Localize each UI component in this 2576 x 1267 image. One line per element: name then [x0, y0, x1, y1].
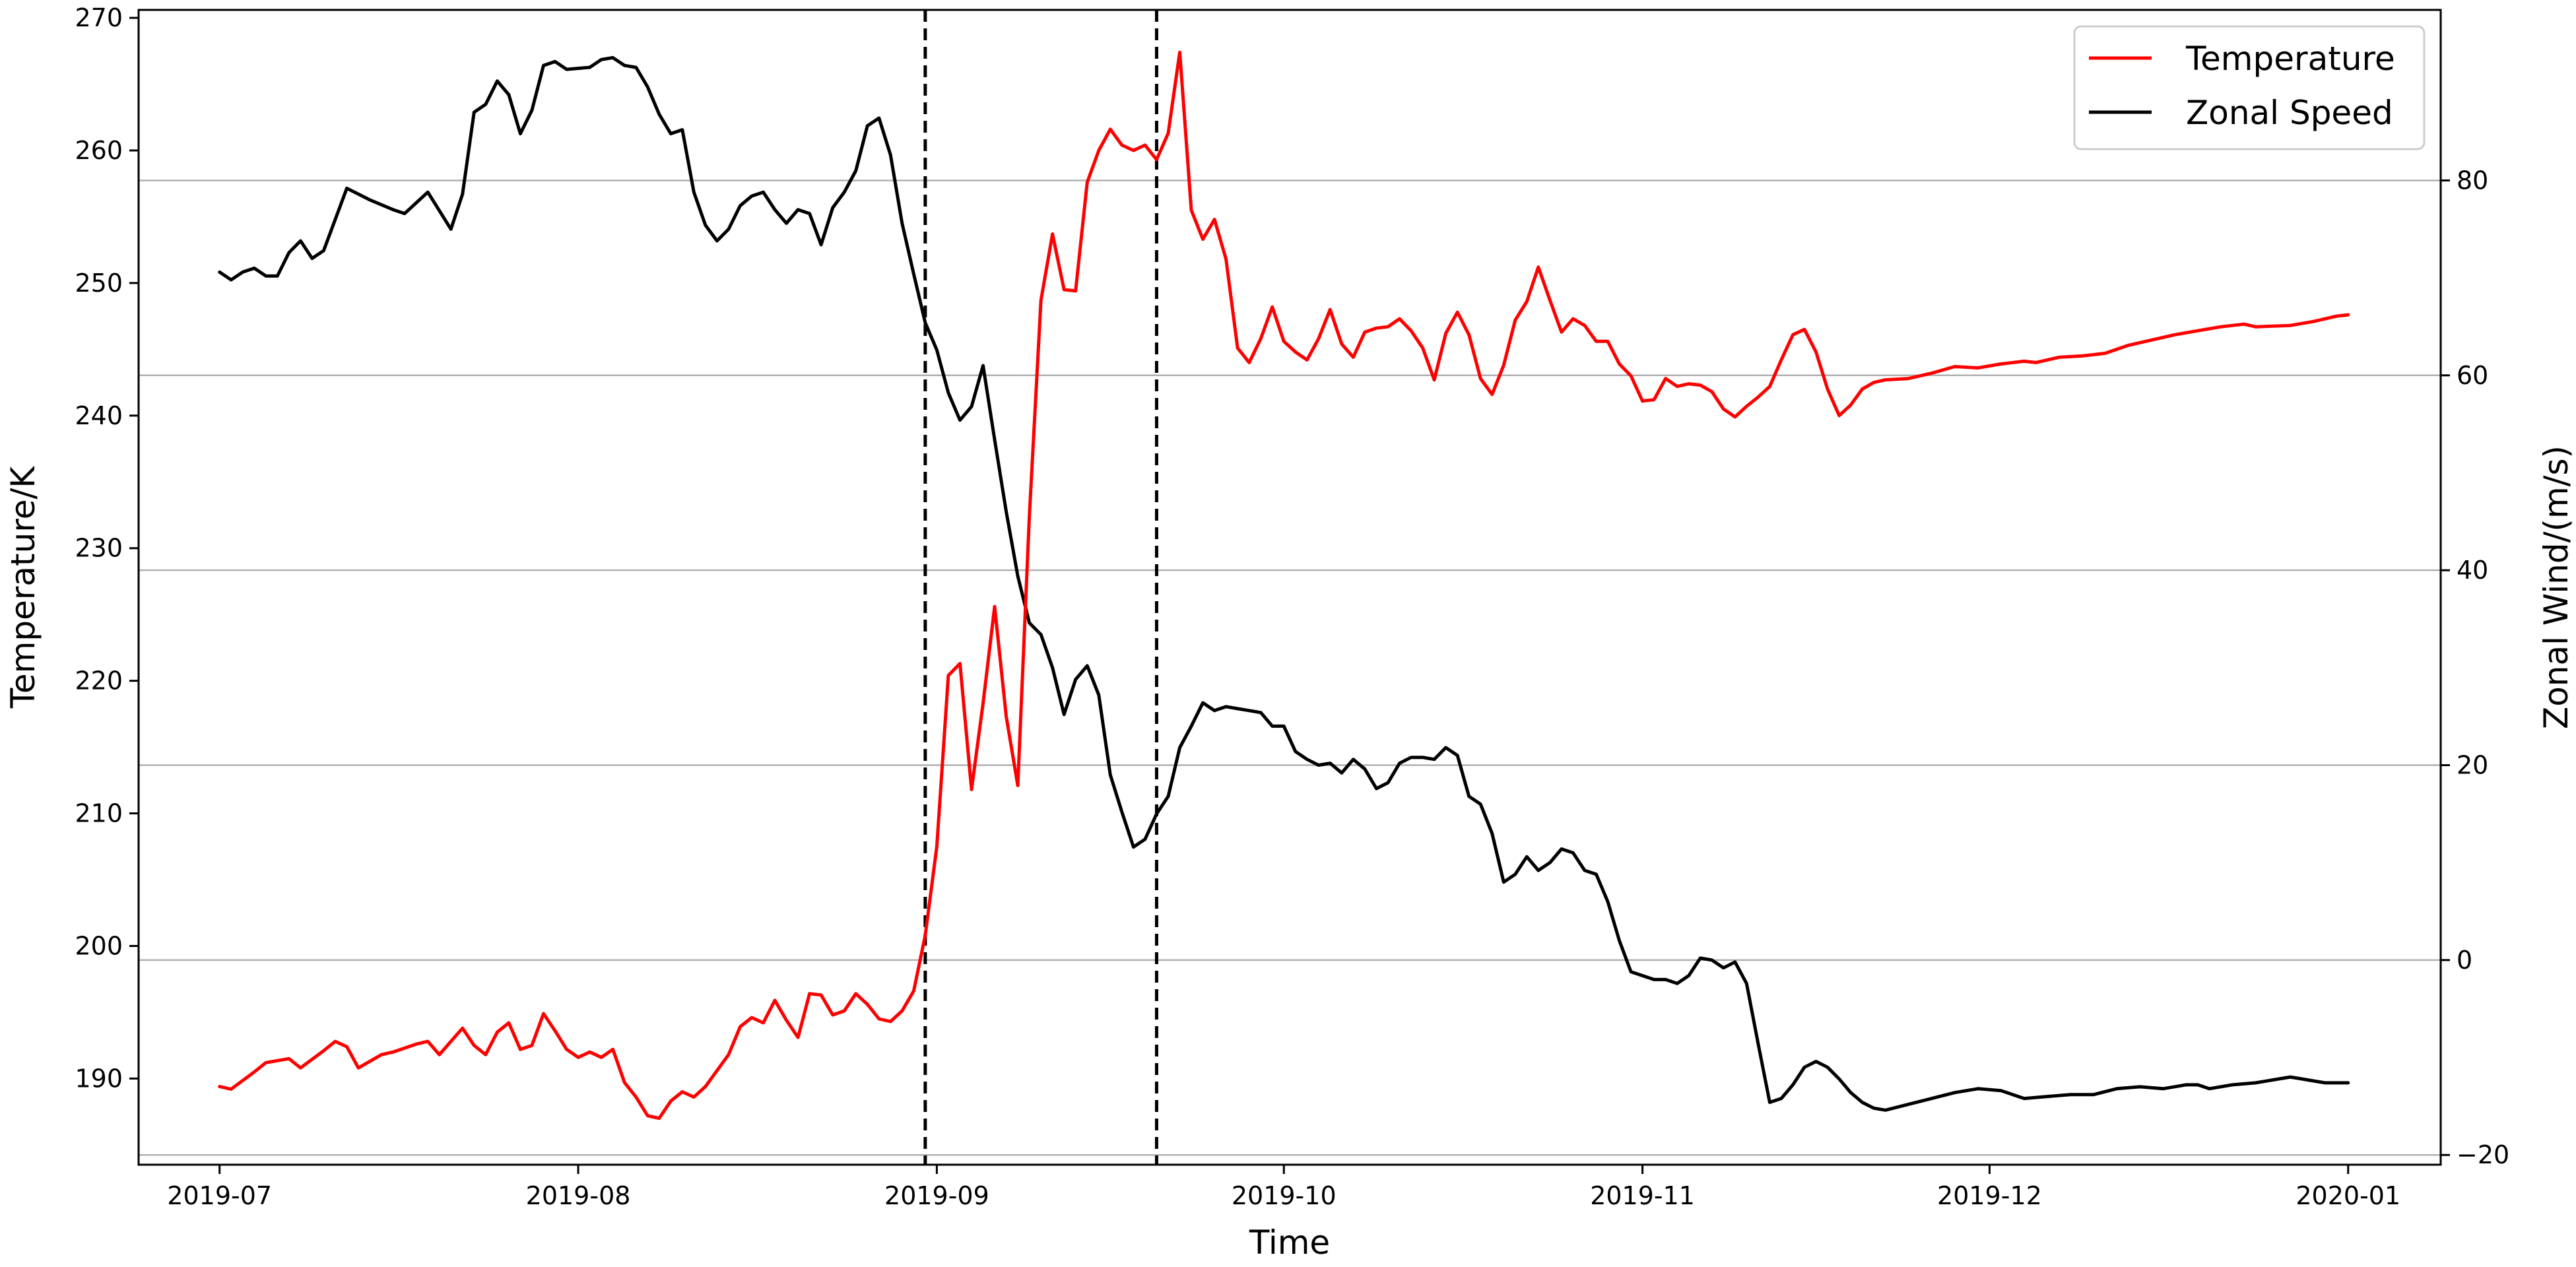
- left-y-tick-label: 210: [75, 799, 123, 828]
- x-tick-label: 2019-12: [1937, 1181, 2042, 1210]
- x-tick-label: 2019-07: [167, 1181, 272, 1210]
- right-y-tick-label: 20: [2457, 751, 2488, 780]
- grid-lines: [139, 179, 2441, 1156]
- left-y-tick-label: 200: [75, 931, 123, 960]
- right-y-tick-label: 60: [2457, 361, 2488, 390]
- legend-label-temperature: Temperature: [2185, 40, 2395, 78]
- left-y-tick-label: 250: [75, 269, 123, 298]
- left-y-tick-label: 240: [75, 401, 123, 430]
- x-tick-label: 2019-09: [884, 1181, 989, 1210]
- left-y-tick-label: 220: [75, 666, 123, 696]
- legend-label-zonal-speed: Zonal Speed: [2186, 94, 2393, 132]
- right-y-axis-label: Zonal Wind/(m/s): [2537, 445, 2575, 729]
- legend: Temperature Zonal Speed: [2073, 25, 2426, 150]
- left-y-axis-label: Temperature/K: [4, 466, 42, 709]
- event-markers: [923, 10, 1158, 1165]
- x-tick-label: 2019-10: [1232, 1181, 1337, 1210]
- left-y-tick-label: 190: [75, 1064, 123, 1093]
- plot-frame: [137, 9, 2442, 1166]
- x-tick-label: 2019-11: [1590, 1181, 1695, 1210]
- right-y-tick-label: 80: [2457, 166, 2488, 195]
- left-y-tick-label: 260: [75, 136, 123, 165]
- x-tick-label: 2019-08: [526, 1181, 631, 1210]
- x-axis-label: Time: [1249, 1223, 1330, 1262]
- series-line-temperature: [218, 50, 2350, 1121]
- legend-box: [2073, 25, 2426, 150]
- series-line-zonal-speed: [218, 55, 2350, 1112]
- axes: 2019-07 2019-08 2019-09 2019-10 2019-11 2019-…: [75, 3, 2509, 1210]
- series-lines: [218, 50, 2350, 1121]
- x-tick-label: 2020-01: [2295, 1181, 2400, 1210]
- left-y-tick-label: 230: [75, 534, 123, 563]
- right-y-tick-label: −20: [2457, 1140, 2509, 1169]
- right-y-tick-label: 40: [2457, 556, 2488, 585]
- right-y-tick-label: 0: [2457, 946, 2472, 975]
- left-y-tick-label: 270: [75, 3, 123, 32]
